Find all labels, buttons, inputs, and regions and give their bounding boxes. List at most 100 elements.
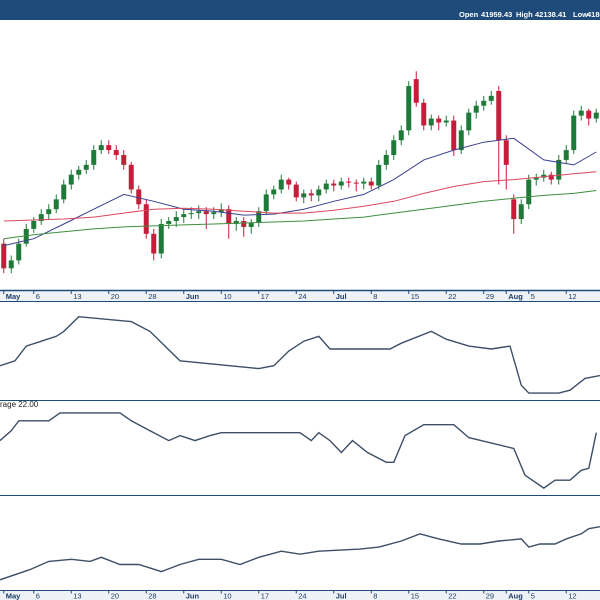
candle-body xyxy=(188,213,194,215)
candle-body xyxy=(143,204,149,234)
open-value: 41959.43 xyxy=(481,10,512,19)
candle-body xyxy=(548,174,554,180)
candle-body xyxy=(8,260,14,269)
candle-body xyxy=(473,105,479,113)
candle-body xyxy=(1,243,7,269)
candle-body xyxy=(308,193,314,196)
high-value: 42138.41 xyxy=(535,10,566,19)
candle-body xyxy=(503,140,509,165)
candle-body xyxy=(181,214,187,218)
candle-body xyxy=(211,212,217,215)
x-tick-label: 15 xyxy=(411,591,419,600)
x-tick-label: 6 xyxy=(36,292,40,301)
candle-body xyxy=(511,199,517,220)
x-tick-label: 20 xyxy=(111,292,119,301)
candle-body xyxy=(278,179,284,190)
series-line xyxy=(3,137,597,247)
x-tick-label: Jul xyxy=(336,591,347,600)
candle-body xyxy=(593,112,599,119)
candle-body xyxy=(98,145,104,151)
candle-body xyxy=(166,221,172,224)
x-tick-label: May xyxy=(6,292,21,301)
candle-body xyxy=(46,209,52,215)
x-tick-label: 6 xyxy=(36,591,40,600)
candle-body xyxy=(556,159,562,180)
candle-body xyxy=(533,177,539,180)
candle-body xyxy=(488,95,494,101)
candle-body xyxy=(128,164,134,190)
candle-body xyxy=(38,214,44,222)
candle-body xyxy=(91,150,97,165)
series-line xyxy=(3,190,597,240)
x-tick-label: 22 xyxy=(448,292,456,301)
x-tick-label: 5 xyxy=(531,292,535,301)
x-tick-label: 15 xyxy=(411,292,419,301)
candle-body xyxy=(406,86,412,131)
candle-body xyxy=(53,199,59,210)
series-line xyxy=(0,315,600,394)
candle-body xyxy=(301,193,307,198)
candle-body xyxy=(361,181,367,184)
low-label: Low xyxy=(573,10,588,19)
candle-body xyxy=(571,115,577,151)
x-tick-label: 10 xyxy=(223,591,231,600)
x-tick-label: 12 xyxy=(568,591,576,600)
candle-body xyxy=(458,130,464,151)
x-tick-label: Jul xyxy=(336,292,347,301)
candle-body xyxy=(61,184,67,200)
candle-body xyxy=(436,118,442,123)
header-bar xyxy=(0,0,600,20)
x-tick-label: 12 xyxy=(568,292,576,301)
candle-body xyxy=(466,112,472,131)
x-tick-label: Aug xyxy=(508,292,523,301)
candle-body xyxy=(368,181,374,186)
x-tick-label: 22 xyxy=(448,591,456,600)
candle-body xyxy=(31,221,37,229)
x-tick-label: Jun xyxy=(186,591,200,600)
candle-body xyxy=(16,243,22,261)
x-tick-label: 28 xyxy=(148,292,156,301)
candle-body xyxy=(323,183,329,190)
candle-body xyxy=(76,169,82,175)
candle-body xyxy=(346,181,352,183)
axis-strip xyxy=(0,290,600,301)
candle-body xyxy=(428,118,434,126)
candle-body xyxy=(353,182,359,184)
candle-body xyxy=(226,209,232,224)
candle-body xyxy=(518,204,524,220)
candle-body xyxy=(443,120,449,123)
x-tick-label: 13 xyxy=(73,591,81,600)
candle-body xyxy=(421,102,427,126)
candle-body xyxy=(241,221,247,227)
x-tick-label: 24 xyxy=(298,591,306,600)
x-tick-label: 28 xyxy=(148,591,156,600)
candle-body xyxy=(586,110,592,119)
x-tick-label: Jun xyxy=(186,292,200,301)
candle-body xyxy=(541,174,547,178)
x-tick-label: Aug xyxy=(508,591,523,600)
candle-body xyxy=(173,217,179,222)
x-tick-label: 17 xyxy=(261,292,269,301)
candle-body xyxy=(413,79,419,103)
candle-body xyxy=(263,194,269,212)
x-tick-label: 10 xyxy=(223,292,231,301)
candle-body xyxy=(68,174,74,185)
candle-body xyxy=(391,140,397,155)
x-tick-label: 29 xyxy=(486,591,494,600)
x-tick-label: 13 xyxy=(73,292,81,301)
x-tick-label: 24 xyxy=(298,292,306,301)
open-label: Open xyxy=(459,10,479,19)
candle-body xyxy=(481,100,487,106)
series-line xyxy=(0,412,597,489)
candle-body xyxy=(286,179,292,185)
candle-body xyxy=(106,145,112,151)
x-tick-label: 8 xyxy=(373,292,377,301)
candle-body xyxy=(83,164,89,170)
panel-label: rage 22.00 xyxy=(0,400,39,409)
candle-body xyxy=(218,209,224,213)
candle-body xyxy=(233,221,239,224)
x-tick-label: 17 xyxy=(261,591,269,600)
candle-body xyxy=(121,155,127,165)
candle-body xyxy=(338,181,344,186)
candle-body xyxy=(113,150,119,155)
